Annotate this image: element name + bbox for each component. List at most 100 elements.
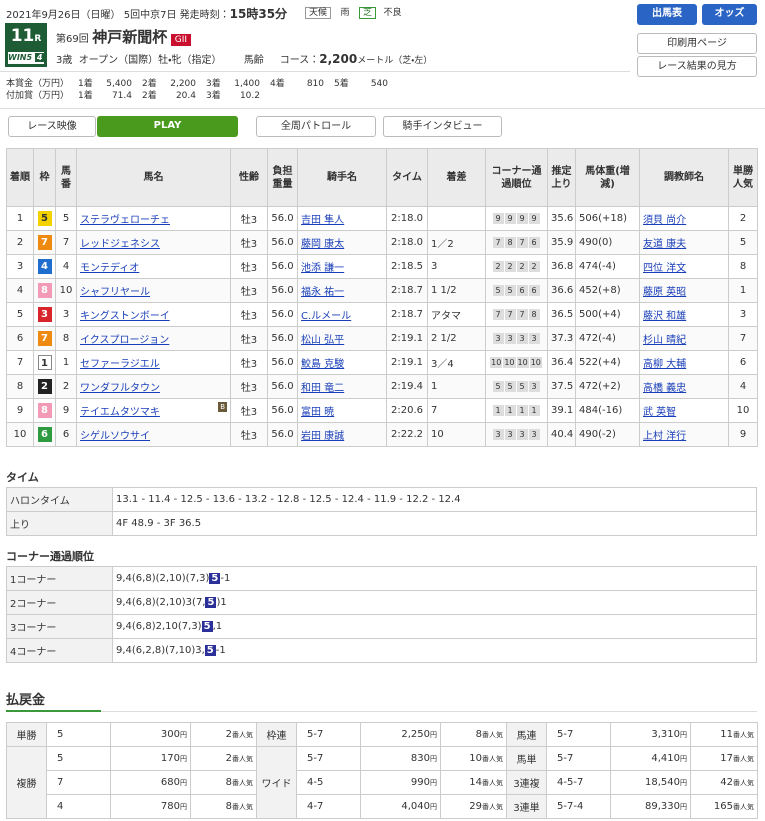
payout-popularity: 29 (469, 801, 482, 812)
horse-name[interactable]: セファーラジエル (80, 359, 160, 370)
corner-label: 2コーナー (6, 590, 113, 615)
guide-button[interactable]: レース結果の見方 (637, 56, 757, 77)
horse-name[interactable]: キングストンボーイ (80, 311, 170, 322)
interview-button[interactable]: 騎手インタビュー (383, 116, 502, 137)
sex-age: 牡3 (230, 230, 268, 255)
horse-name[interactable]: シャフリヤール (80, 287, 150, 298)
jockey[interactable]: 藤岡 康太 (301, 239, 345, 250)
horse-name[interactable]: モンテディオ (80, 263, 140, 274)
horse-cell: ワンダフルタウン (76, 374, 231, 399)
payout-amount: 4,040 (401, 801, 430, 812)
frame: 8 (37, 283, 52, 298)
jockey[interactable]: 和田 竜二 (301, 383, 345, 394)
time: 2:22.2 (386, 422, 428, 447)
payout-popularity: 11 (720, 729, 733, 740)
trainer[interactable]: 上村 洋行 (643, 431, 687, 442)
age: 3歳 (56, 55, 73, 66)
yen-unit: 円 (680, 755, 687, 763)
jockey[interactable]: 富田 暁 (301, 407, 335, 418)
corner-position: 9 (516, 213, 528, 224)
trainer[interactable]: 高柳 大輔 (643, 359, 687, 370)
trainer[interactable]: 杉山 晴紀 (643, 335, 687, 346)
horse-name[interactable]: ステラヴェローチェ (80, 215, 170, 226)
popularity: 5 (728, 230, 758, 255)
corner-position: 1 (504, 405, 516, 416)
payout-amount: 780 (160, 801, 180, 812)
jockey[interactable]: 福永 祐一 (301, 287, 345, 298)
payout-popularity: 2 (225, 729, 232, 740)
yen-unit: 円 (430, 755, 437, 763)
horse-number: 9 (55, 398, 77, 423)
corner-position: 6 (528, 237, 540, 248)
trainer-cell: 藤原 英昭 (639, 278, 729, 303)
jockey[interactable]: 岩田 康誠 (301, 431, 345, 442)
horse-name[interactable]: レッドジェネシス (80, 239, 160, 250)
frame: 6 (37, 427, 52, 442)
trainer[interactable]: 藤沢 和雄 (643, 311, 687, 322)
column-header: 推定上り (547, 148, 576, 207)
frame: 7 (37, 235, 52, 250)
horse-name[interactable]: シゲルソウサイ (80, 431, 150, 442)
corner-position: 3 (516, 429, 528, 440)
trainer[interactable]: 須貝 尚介 (643, 215, 687, 226)
payout-popularity: 10 (469, 753, 482, 764)
margin: 10 (431, 429, 444, 440)
horse-cell: モンテディオ (76, 254, 231, 279)
jockey[interactable]: 鮫島 克駿 (301, 359, 345, 370)
carried-weight: 56.0 (267, 206, 298, 231)
frame-cell: 5 (33, 206, 56, 231)
payout-amount-cell: 780円 (110, 794, 191, 819)
corner-position: 1 (528, 405, 540, 416)
trainer[interactable]: 藤原 英昭 (643, 287, 687, 298)
trainer[interactable]: 武 英智 (643, 407, 677, 418)
corner-position: 1 (492, 405, 504, 416)
popularity-unit: 番人気 (482, 803, 503, 811)
frame-cell: 8 (33, 398, 56, 423)
horse-name[interactable]: テイエムタツマキ (80, 407, 160, 418)
horse-name[interactable]: ワンダフルタウン (80, 383, 160, 394)
jockey-cell: 藤岡 康太 (297, 230, 387, 255)
trainer[interactable]: 高橋 義忠 (643, 383, 687, 394)
play-button[interactable]: PLAY (97, 116, 238, 137)
time: 2:18.7 (386, 278, 428, 303)
corner-position: 9 (528, 213, 540, 224)
tab-underline (6, 710, 101, 712)
sex-age: 牡3 (230, 278, 268, 303)
jockey[interactable]: 吉田 隼人 (301, 215, 345, 226)
margin: 2 1/2 (431, 333, 457, 344)
prize-label: 本賞金（万円） (6, 79, 70, 89)
order-after: )1 (216, 597, 227, 608)
payout-amount: 2,250 (401, 729, 430, 740)
prize-place: 2着 (142, 79, 157, 89)
corner-row: 2コーナー 9,4(6,8)(2,10)3(7, 5)1 (6, 590, 757, 615)
result-row: 10 6 6 シゲルソウサイ 牡3 56.0 岩田 康誠 2:22.2 10 3 3 3 3 40.4 49… (6, 422, 758, 447)
popularity-unit: 番人気 (232, 755, 253, 763)
time: 2:19.1 (386, 350, 428, 375)
trainer[interactable]: 四位 洋文 (643, 263, 687, 274)
jockey[interactable]: C.ルメール (301, 311, 352, 322)
frame: 5 (37, 211, 52, 226)
prize-place: 2着 (142, 91, 157, 101)
print-button[interactable]: 印刷用ページ (637, 33, 757, 54)
payout-amount: 300 (160, 729, 180, 740)
horse-name[interactable]: イクスプロージョン (80, 335, 170, 346)
corner-position: 2 (492, 261, 504, 272)
time-title: タイム (6, 471, 39, 484)
entries-button[interactable]: 出馬表 (637, 4, 697, 25)
patrol-button[interactable]: 全周パトロール (256, 116, 376, 137)
jockey[interactable]: 池添 謙一 (301, 263, 345, 274)
payout-popularity-cell: 8番人気 (440, 722, 507, 747)
yen-unit: 円 (430, 803, 437, 811)
prize-amount: 540 (370, 79, 388, 89)
trainer[interactable]: 友道 康夫 (643, 239, 687, 250)
order-after: ,1 (212, 621, 223, 632)
popularity: 3 (728, 302, 758, 327)
divider (0, 108, 765, 109)
horse-number: 10 (55, 278, 77, 303)
popularity-unit: 番人気 (733, 803, 754, 811)
jockey-cell: C.ルメール (297, 302, 387, 327)
payout-popularity-cell: 11番人気 (690, 722, 758, 747)
result-row: 5 3 3 キングストンボーイ 牡3 56.0 C.ルメール 2:18.7 アタマ 7 7 7 8 36.… (6, 302, 758, 327)
odds-button[interactable]: オッズ (702, 4, 757, 25)
jockey[interactable]: 松山 弘平 (301, 335, 345, 346)
